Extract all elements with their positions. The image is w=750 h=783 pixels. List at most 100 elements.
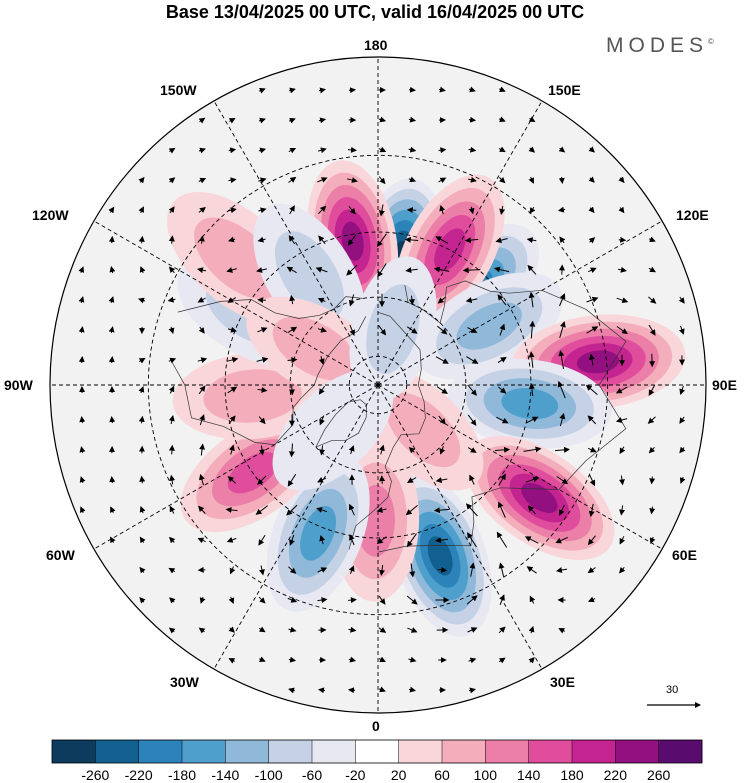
wind-arrow: [346, 264, 358, 276]
wind-arrow: [526, 237, 537, 244]
colorbar-swatch: [658, 740, 703, 763]
meridian-line: [377, 220, 663, 386]
wind-arrow: [348, 626, 357, 633]
wind-arrow: [78, 356, 85, 364]
wind-arrow: [258, 626, 266, 633]
wind-arrow: [109, 476, 116, 484]
wind-arrow: [499, 594, 505, 605]
wind-arrow: [499, 205, 506, 215]
coastline: [348, 311, 426, 550]
wind-arrow: [378, 627, 387, 633]
wind-arrow: [648, 236, 656, 243]
wind-arrow: [110, 536, 116, 544]
wind-arrow: [227, 297, 237, 303]
wind-arrow: [588, 353, 595, 366]
wind-arrow: [408, 116, 417, 123]
wind-arrow: [139, 266, 146, 274]
wind-arrow: [467, 384, 477, 396]
wind-arrow: [288, 626, 297, 633]
wind-arrow: [378, 686, 386, 693]
wind-arrow: [438, 415, 446, 425]
wind-arrow: [79, 446, 86, 454]
wind-arrow: [408, 656, 417, 663]
wind-arrow: [228, 147, 237, 154]
wind-arrow: [259, 656, 266, 662]
wind-arrow: [466, 595, 478, 605]
wind-arrow: [108, 235, 115, 244]
wind-arrow: [498, 626, 506, 634]
wind-arrow: [498, 562, 505, 577]
wind-arrow: [228, 177, 237, 184]
wind-arrow: [78, 326, 85, 333]
colorbar-swatch: [312, 740, 356, 763]
wind-arrow: [407, 627, 418, 633]
wind-arrow: [438, 86, 446, 93]
meridian-line: [93, 384, 379, 550]
wind-arrow: [198, 117, 206, 124]
wind-arrow: [319, 415, 325, 426]
lon-label-0: 0: [372, 718, 380, 734]
wind-arrow: [79, 476, 86, 484]
wind-arrow: [288, 656, 297, 663]
wind-arrow: [199, 414, 205, 426]
wind-arrow: [228, 415, 236, 425]
wind-arrow: [379, 475, 386, 484]
wind-arrow: [348, 687, 356, 694]
wind-arrow: [618, 206, 625, 214]
wind-arrow: [465, 503, 478, 517]
anomaly-contour: [456, 302, 522, 350]
wind-arrow: [467, 532, 477, 548]
wind-arrow: [168, 567, 176, 574]
colorbar-tick-label: 260: [646, 767, 671, 783]
wind-arrow: [198, 235, 205, 244]
wind-arrow: [168, 326, 175, 335]
anomaly-contour: [194, 217, 281, 300]
wind-arrow: [198, 147, 206, 154]
wind-arrow: [588, 237, 596, 244]
wind-arrow: [467, 327, 478, 333]
wind-arrow: [288, 235, 296, 245]
wind-arrow: [288, 687, 296, 694]
lon-label-180: 180: [364, 37, 388, 53]
wind-arrow: [498, 176, 506, 184]
wind-arrow: [558, 176, 565, 184]
wind-arrow: [408, 447, 416, 454]
wind-arrow: [169, 536, 176, 544]
wind-arrow: [587, 596, 596, 603]
wind-arrow: [289, 205, 295, 215]
wind-arrow: [495, 237, 508, 244]
lon-label-60e: 60E: [672, 547, 697, 563]
colorbar-frame: [51, 739, 703, 764]
wind-arrow: [318, 205, 327, 214]
wind-arrow: [197, 267, 207, 274]
wind-arrow: [288, 385, 295, 396]
wind-vectors: [78, 86, 686, 694]
colorbar-swatch: [398, 740, 443, 763]
wind-arrow: [497, 356, 507, 364]
wind-arrow: [437, 566, 448, 573]
wind-arrow: [528, 146, 536, 153]
wind-arrow: [259, 87, 266, 94]
colorbar-tick-label: 20: [390, 767, 407, 783]
colorbar-swatch: [95, 740, 139, 763]
brand-logo: MODES©: [606, 34, 714, 58]
wind-arrow: [257, 236, 266, 243]
meridian-line: [93, 220, 379, 386]
wind-arrow: [587, 535, 596, 546]
wind-arrow: [198, 206, 206, 214]
wind-arrow: [288, 117, 296, 124]
wind-arrow: [526, 416, 539, 424]
wind-arrow: [469, 562, 476, 577]
wind-arrow: [499, 323, 506, 336]
wind-arrow: [138, 415, 145, 424]
wind-arrow: [616, 326, 628, 335]
lon-label-60w: 60W: [46, 547, 75, 563]
wind-arrow: [139, 536, 146, 544]
wind-arrow: [527, 505, 536, 515]
wind-arrow: [618, 475, 625, 486]
wind-arrow: [438, 147, 447, 154]
wind-arrow: [258, 445, 265, 456]
wind-arrow: [404, 236, 419, 243]
wind-arrow: [138, 206, 144, 214]
wind-arrow: [316, 507, 328, 513]
